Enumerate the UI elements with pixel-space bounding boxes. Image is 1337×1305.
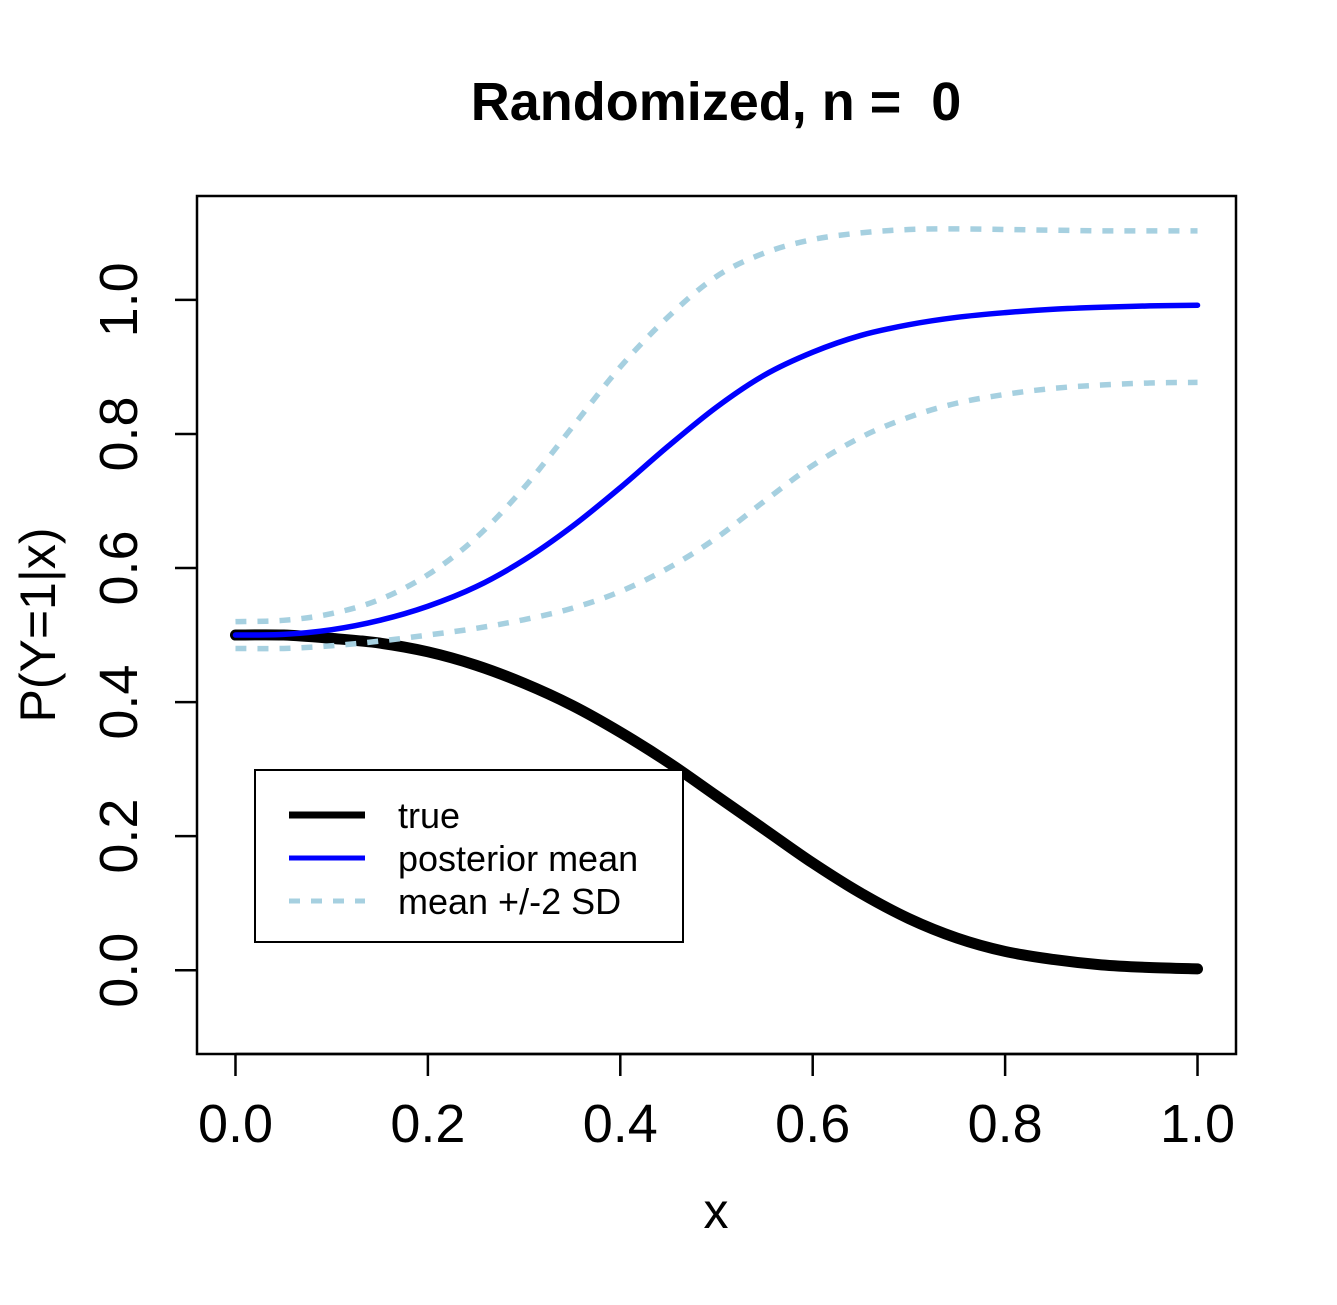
legend-label-true: true bbox=[398, 795, 460, 836]
y-tick-label: 0.4 bbox=[89, 665, 149, 740]
legend-label-mean-sd: mean +/-2 SD bbox=[398, 881, 621, 922]
legend-label-posterior-mean: posterior mean bbox=[398, 838, 638, 879]
y-axis: 0.0 0.2 0.4 0.6 0.8 1.0 bbox=[89, 262, 197, 1008]
y-axis-label: P(Y=1|x) bbox=[10, 528, 66, 723]
x-tick-label: 1.0 bbox=[1160, 1094, 1235, 1154]
series-line-mean-2-sd bbox=[235, 379, 1198, 652]
series-line-posterior-mean bbox=[232, 302, 1201, 638]
series-line-true bbox=[229, 629, 1204, 975]
x-tick-label: 0.8 bbox=[968, 1094, 1043, 1154]
y-tick-label: 1.0 bbox=[89, 262, 149, 337]
y-tick-label: 0.2 bbox=[89, 799, 149, 874]
y-tick-label: 0.6 bbox=[89, 530, 149, 605]
x-tick-label: 0.6 bbox=[775, 1094, 850, 1154]
legend: true posterior mean mean +/-2 SD bbox=[254, 769, 684, 943]
y-tick-label: 0.0 bbox=[89, 933, 149, 1008]
y-tick-label: 0.8 bbox=[89, 396, 149, 471]
chart-title: Randomized, n = 0 bbox=[471, 72, 962, 132]
x-tick-label: 0.2 bbox=[390, 1094, 465, 1154]
x-tick-label: 0.4 bbox=[583, 1094, 658, 1154]
x-axis: 0.0 0.2 0.4 0.6 0.8 1.0 bbox=[198, 1052, 1235, 1154]
series-layer bbox=[229, 226, 1204, 975]
x-tick-label: 0.0 bbox=[198, 1094, 273, 1154]
x-axis-label: x bbox=[704, 1183, 729, 1239]
